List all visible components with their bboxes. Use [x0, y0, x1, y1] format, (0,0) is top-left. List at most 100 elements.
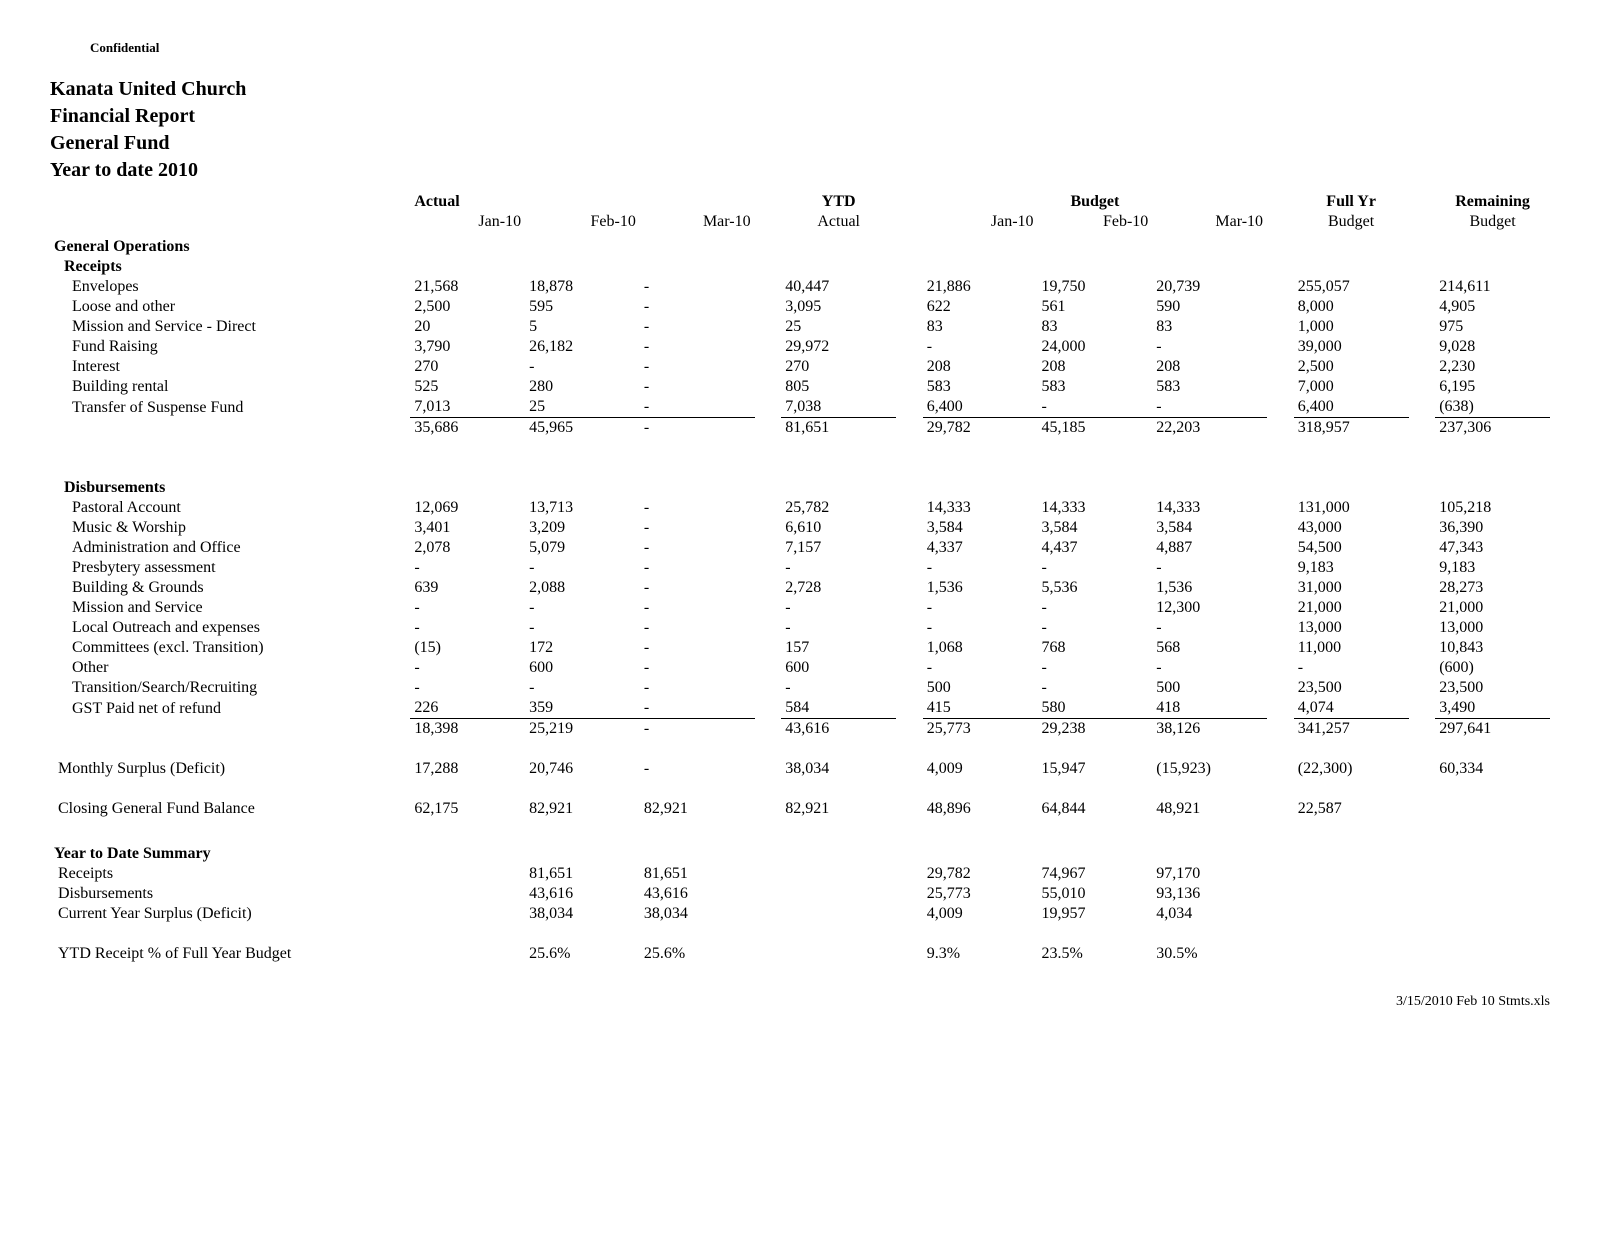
cell-label: Music & Worship — [50, 518, 410, 538]
cell: 341,257 — [1294, 719, 1409, 740]
cell: 12,300 — [1152, 598, 1267, 618]
cell: 583 — [1152, 377, 1267, 397]
cell: - — [1038, 678, 1153, 698]
cell: 7,038 — [781, 397, 896, 418]
row-presbytery: Presbytery assessment-------9,1839,183 — [50, 558, 1550, 578]
cell: 2,500 — [410, 297, 525, 317]
cell: 105,218 — [1435, 498, 1550, 518]
cell: 7,000 — [1294, 377, 1409, 397]
cell: 568 — [1152, 638, 1267, 658]
cell: (600) — [1435, 658, 1550, 678]
cell-label: Pastoral Account — [50, 498, 410, 518]
cell: - — [640, 317, 755, 337]
cell: - — [781, 618, 896, 638]
cell-label: YTD Receipt % of Full Year Budget — [50, 944, 410, 964]
confidential-label: Confidential — [90, 40, 1550, 56]
cell: 14,333 — [1152, 498, 1267, 518]
cell: 43,616 — [781, 719, 896, 740]
row-fundraising: Fund Raising3,79026,182-29,972-24,000-39… — [50, 337, 1550, 357]
col-jan10-b: Jan-10 — [923, 212, 1038, 232]
cell: 4,887 — [1152, 538, 1267, 558]
cell: - — [640, 518, 755, 538]
cell: 208 — [1152, 357, 1267, 377]
cell: 28,273 — [1435, 578, 1550, 598]
row-building-rental: Building rental525280-8055835835837,0006… — [50, 377, 1550, 397]
cell: 40,447 — [781, 277, 896, 297]
cell: 43,000 — [1294, 518, 1409, 538]
hdr-budget: Budget — [1038, 192, 1153, 212]
row-mission-service: Mission and Service------12,30021,00021,… — [50, 598, 1550, 618]
cell: 208 — [1038, 357, 1153, 377]
cell: 237,306 — [1435, 418, 1550, 439]
cell: 74,967 — [1038, 864, 1153, 884]
cell: - — [640, 418, 755, 439]
cell: 22,587 — [1294, 799, 1409, 819]
row-mission-direct: Mission and Service - Direct205-25838383… — [50, 317, 1550, 337]
cell: - — [640, 397, 755, 418]
cell: 226 — [410, 698, 525, 719]
cell-label: Transfer of Suspense Fund — [50, 397, 410, 418]
row-admin: Administration and Office2,0785,079-7,15… — [50, 538, 1550, 558]
cell: 82,921 — [781, 799, 896, 819]
cell: 584 — [781, 698, 896, 719]
row-ytd-pct: YTD Receipt % of Full Year Budget25.6%25… — [50, 944, 1550, 964]
cell: 23,500 — [1294, 678, 1409, 698]
cell: 6,400 — [1294, 397, 1409, 418]
col-feb10-a: Feb-10 — [525, 212, 640, 232]
cell: 29,972 — [781, 337, 896, 357]
cell: 12,069 — [410, 498, 525, 518]
cell: - — [640, 538, 755, 558]
cell: 25,773 — [923, 719, 1038, 740]
cell-label: Envelopes — [50, 277, 410, 297]
cell: 47,343 — [1435, 538, 1550, 558]
title-line-4: Year to date 2010 — [50, 157, 1550, 184]
cell: 4,009 — [923, 904, 1038, 924]
cell: 20,739 — [1152, 277, 1267, 297]
cell: 23.5% — [1038, 944, 1153, 964]
cell: - — [640, 638, 755, 658]
cell: 35,686 — [410, 418, 525, 439]
cell: 38,034 — [525, 904, 640, 924]
cell: 6,400 — [923, 397, 1038, 418]
section-receipts: Receipts — [50, 257, 1550, 277]
cell: 975 — [1435, 317, 1550, 337]
cell: 359 — [525, 698, 640, 719]
cell: 13,000 — [1294, 618, 1409, 638]
cell: 38,126 — [1152, 719, 1267, 740]
cell: 3,584 — [1038, 518, 1153, 538]
cell: 29,238 — [1038, 719, 1153, 740]
cell: 5,079 — [525, 538, 640, 558]
row-monthly-surplus: Monthly Surplus (Deficit)17,28820,746-38… — [50, 759, 1550, 779]
cell: - — [525, 598, 640, 618]
cell: 8,000 — [1294, 297, 1409, 317]
cell: 525 — [410, 377, 525, 397]
cell: - — [640, 277, 755, 297]
col-mar10-a: Mar-10 — [640, 212, 755, 232]
cell: - — [640, 658, 755, 678]
cell: 2,728 — [781, 578, 896, 598]
cell: - — [1038, 618, 1153, 638]
cell: 60,334 — [1435, 759, 1550, 779]
cell: - — [640, 377, 755, 397]
cell: - — [923, 598, 1038, 618]
cell: 26,182 — [525, 337, 640, 357]
cell: 14,333 — [1038, 498, 1153, 518]
cell: 43,616 — [525, 884, 640, 904]
cell: 500 — [1152, 678, 1267, 698]
cell: 22,203 — [1152, 418, 1267, 439]
cell: 1,000 — [1294, 317, 1409, 337]
cell: - — [410, 678, 525, 698]
footer-text: 3/15/2010 Feb 10 Stmts.xls — [50, 994, 1550, 1010]
cell: - — [640, 598, 755, 618]
cell: 62,175 — [410, 799, 525, 819]
cell: 3,095 — [781, 297, 896, 317]
cell: 23,500 — [1435, 678, 1550, 698]
cell: 19,750 — [1038, 277, 1153, 297]
cell: 9,183 — [1294, 558, 1409, 578]
section-general-operations: General Operations — [50, 232, 1550, 257]
cell: 21,886 — [923, 277, 1038, 297]
cell: 64,844 — [1038, 799, 1153, 819]
cell: 25,782 — [781, 498, 896, 518]
cell: 83 — [1152, 317, 1267, 337]
cell: 2,088 — [525, 578, 640, 598]
